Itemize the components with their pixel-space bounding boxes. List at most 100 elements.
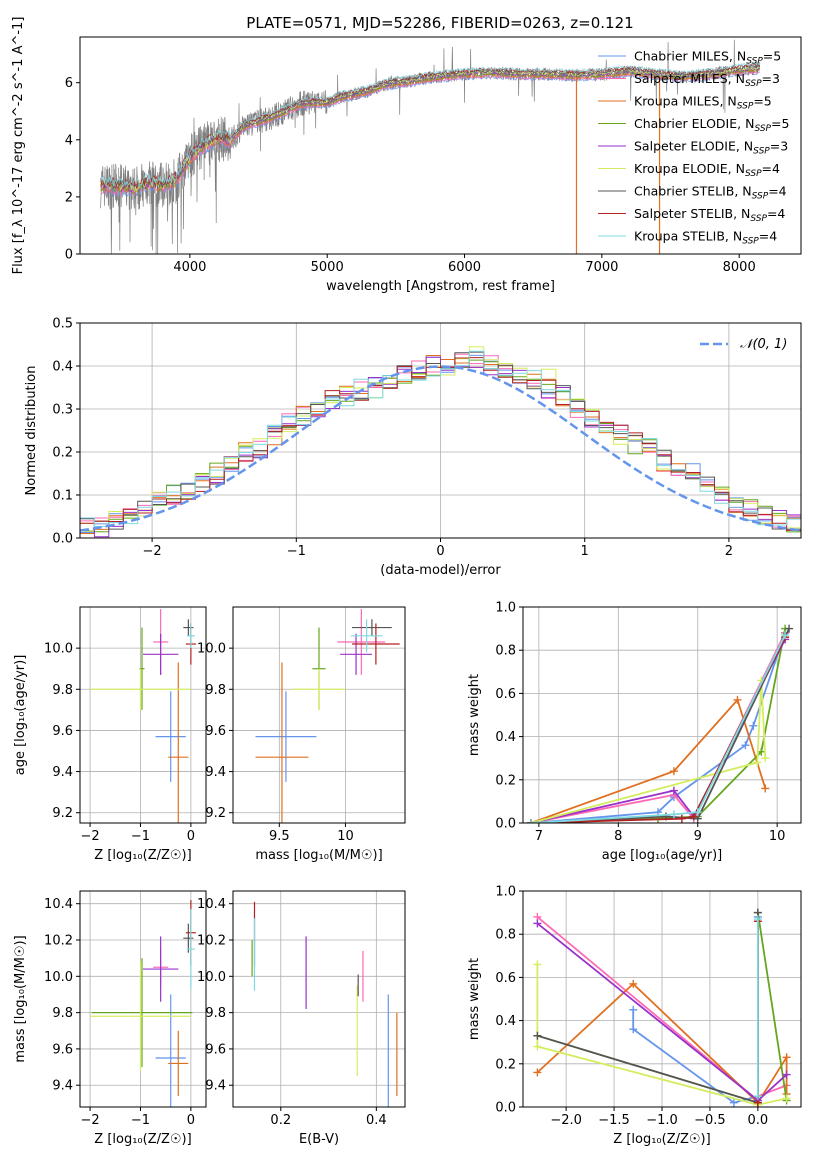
marker-chabrier_stelib: [533, 1031, 542, 1040]
marker-kroupa_miles: [733, 695, 742, 704]
legend-text: Chabrier STELIB, N: [634, 184, 752, 199]
y-tick-label: 0.8: [495, 928, 516, 943]
point-chabrier_miles: [255, 691, 317, 782]
point-kroupa_elodie: [292, 668, 346, 710]
y-tick-label: 9.8: [52, 1006, 73, 1021]
x-tick-label: 0: [187, 1113, 195, 1128]
x-tick-label: −2: [80, 829, 99, 844]
x-tick-label: 7000: [585, 260, 618, 275]
x-tick-label: 4000: [173, 260, 206, 275]
axes-box: [79, 36, 802, 255]
legend-sub: SSP: [742, 237, 759, 247]
y-tick-label: 10.0: [197, 970, 226, 985]
legend-sub: SSP: [753, 147, 770, 157]
y-tick-label: 9.4: [52, 1079, 73, 1094]
y-tick-label: 10.2: [197, 934, 226, 949]
axes-frame: −2 −1 0 1 2 0.0 0.1 0.2 0.3 0.4 0.5 (data-model)/er…: [24, 317, 802, 578]
y-tick-label: 0.0: [52, 532, 73, 547]
marker-kroupa_stelib: [753, 915, 762, 924]
marker-kroupa_elodie: [753, 758, 762, 767]
figure-title: PLATE=0571, MJD=52286, FIBERID=0263, z=0…: [246, 14, 633, 32]
x-tick-label: 0: [436, 544, 444, 559]
legend-tail: =3: [770, 139, 788, 154]
axes-box: [232, 890, 406, 1108]
legend-text: Salpeter MILES, N: [634, 71, 745, 86]
plot-area: [100, 39, 761, 254]
y-tick-label: 0.2: [52, 446, 73, 461]
legend-sub: SSP: [750, 214, 767, 224]
model-spectrum-chabrier_stelib: [100, 64, 761, 190]
model-spectrum-salpeter_elodie: [100, 66, 760, 194]
x-tick-label: −1: [287, 544, 306, 559]
legend-label: Chabrier STELIB, NSSP=4: [634, 184, 787, 202]
panel-spectrum: 4000 5000 6000 7000 8000 0 2 4 6 wavelength [Angs…: [11, 17, 802, 294]
marker-chabrier_miles: [729, 1098, 738, 1107]
series-kroupa_elodie: [536, 964, 787, 1106]
point-chabrier_miles: [155, 994, 186, 1107]
x-tick-label: 9.5: [269, 829, 290, 844]
y-tick-label: 9.4: [52, 765, 73, 780]
marker-kroupa_elodie: [782, 1094, 791, 1103]
x-axis-label: Z [log₁₀(Z/Z☉)]: [613, 1132, 710, 1147]
point-salpeter_elodie: [143, 633, 179, 675]
panel-weight-vs-age: 7 8 9 10 0.0 0.2 0.4 0.6 0.8 1.0 age [log₁₀(age/yr…: [467, 601, 802, 863]
legend-text: Chabrier MILES, N: [634, 49, 746, 64]
point-salpeter_elodie: [340, 633, 372, 675]
y-tick-label: 10.4: [197, 897, 226, 912]
legend-label: Chabrier MILES, NSSP=5: [634, 49, 781, 67]
marker-chabrier_miles: [629, 1005, 638, 1014]
y-tick-label: 0.4: [52, 360, 73, 375]
y-tick-label: 6: [65, 76, 73, 91]
y-tick-label: 0.4: [495, 730, 516, 745]
legend-tail: =4: [759, 229, 777, 244]
series-chabrier_miles: [530, 632, 786, 823]
x-axis-label: mass [log₁₀(M/M☉)]: [255, 848, 382, 863]
point-chabrier_stelib: [352, 619, 392, 636]
point-kroupa_stelib: [186, 909, 195, 990]
x-tick-label: 2: [725, 544, 733, 559]
x-axis-label: Z [log₁₀(Z/Z☉)]: [94, 848, 191, 863]
legend-sub: SSP: [754, 124, 771, 134]
x-tick-label: 10: [337, 829, 354, 844]
point-salpeter_miles: [337, 609, 386, 675]
point-salpeter_stelib: [352, 623, 400, 665]
x-tick-label: −2.0: [550, 1113, 582, 1128]
x-tick-label: 7: [535, 829, 543, 844]
axes-box: [232, 606, 406, 824]
x-tick-label: −0.5: [694, 1113, 726, 1128]
x-tick-label: 1: [581, 544, 589, 559]
legend: Chabrier MILES, NSSP=5 Salpeter MILES, N S…: [598, 49, 789, 247]
marker-kroupa_elodie: [533, 960, 542, 969]
x-tick-label: −2: [80, 1113, 99, 1128]
marker-kroupa_miles: [629, 979, 638, 988]
series-kroupa_stelib: [530, 634, 786, 823]
legend-text: Chabrier ELODIE, N: [634, 116, 754, 131]
x-tick-label: −2: [143, 544, 162, 559]
marker-kroupa_miles: [761, 784, 770, 793]
legend-label: Salpeter STELIB, NSSP=4: [634, 206, 785, 224]
x-axis-label: (data-model)/error: [380, 563, 501, 578]
x-tick-label: 10: [769, 829, 786, 844]
x-tick-label: −1: [131, 1113, 150, 1128]
y-axis-label: mass weight: [467, 674, 482, 756]
y-tick-label: 9.8: [52, 683, 73, 698]
marker-kroupa_stelib: [753, 1092, 762, 1101]
point-kroupa_miles: [255, 662, 309, 823]
y-tick-label: 0.5: [52, 317, 73, 332]
legend-label: Chabrier ELODIE, NSSP=5: [634, 116, 789, 134]
y-tick-label: 0.8: [495, 644, 516, 659]
x-tick-label: 6000: [448, 260, 481, 275]
axes-frame: 7 8 9 10 0.0 0.2 0.4 0.6 0.8 1.0 age [log₁₀(age/yr…: [467, 601, 802, 863]
legend-label: Kroupa STELIB, NSSP=4: [634, 229, 777, 247]
histogram-salpeter_stelib: [80, 357, 801, 531]
y-tick-label: 9.6: [52, 1042, 73, 1057]
legend-label: Kroupa ELODIE, NSSP=4: [634, 161, 780, 179]
y-tick-label: 0.1: [52, 489, 73, 504]
legend-tail: =3: [762, 71, 780, 86]
x-axis-label: Z [log₁₀(Z/Z☉)]: [94, 1132, 191, 1147]
marker-kroupa_stelib: [526, 819, 535, 823]
x-tick-label: 8000: [723, 260, 756, 275]
panel-weight-vs-z: −2.0 −1.5 −1.0 −0.5 0.0 0.0 0.2 0.4 0.6 0.8 1.0 Z […: [467, 885, 802, 1147]
